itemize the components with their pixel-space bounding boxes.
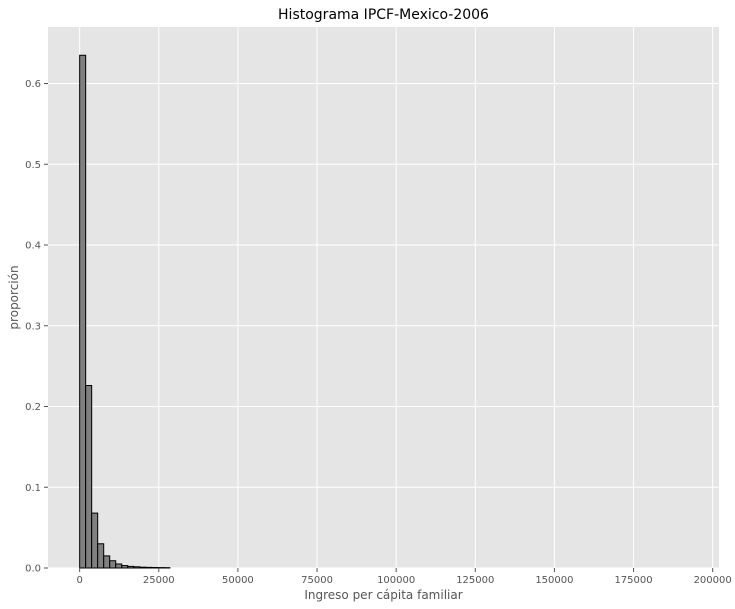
x-tick-label: 100000 [377,575,415,586]
grid-lines [48,27,719,569]
y-tick-label: 0.4 [25,241,41,252]
y-tick-label: 0.1 [25,483,41,494]
histogram-bar [79,54,87,569]
plot-background [48,27,719,568]
x-tick-label: 0 [76,575,82,586]
y-tick-label: 0.6 [25,79,41,90]
histogram-bar [121,565,129,569]
x-axis-ticks: 0 25000 50000 75000 100000 125000 150000 175000… [76,568,732,586]
y-axis-label: proporción [7,265,21,329]
histogram-bar [85,385,93,569]
histogram-bar [109,560,117,569]
y-axis-ticks: 0.0 0.1 0.2 0.3 0.4 0.5 0.6 [25,79,48,575]
histogram-bars [79,54,171,569]
chart-title: Histograma IPCF-Mexico-2006 [278,7,489,23]
histogram-bar [145,566,153,569]
histogram-bar [127,565,135,569]
histogram-bar [97,543,105,569]
histogram-bar [91,512,99,569]
x-tick-label: 150000 [535,575,573,586]
y-tick-label: 0.3 [25,321,41,332]
x-tick-label: 175000 [614,575,652,586]
histogram-bar [139,566,147,569]
histogram-bar [133,566,141,569]
x-tick-label: 75000 [301,575,333,586]
x-tick-label: 25000 [143,575,175,586]
x-tick-label: 125000 [456,575,494,586]
x-tick-label: 50000 [222,575,254,586]
x-axis-label: Ingreso per cápita familiar [304,588,462,602]
x-tick-label: 200000 [694,575,732,586]
y-tick-label: 0.0 [25,564,41,575]
y-tick-label: 0.5 [25,160,41,171]
y-tick-label: 0.2 [25,402,41,413]
histogram-bar [103,555,111,569]
histogram-bar [115,563,123,569]
